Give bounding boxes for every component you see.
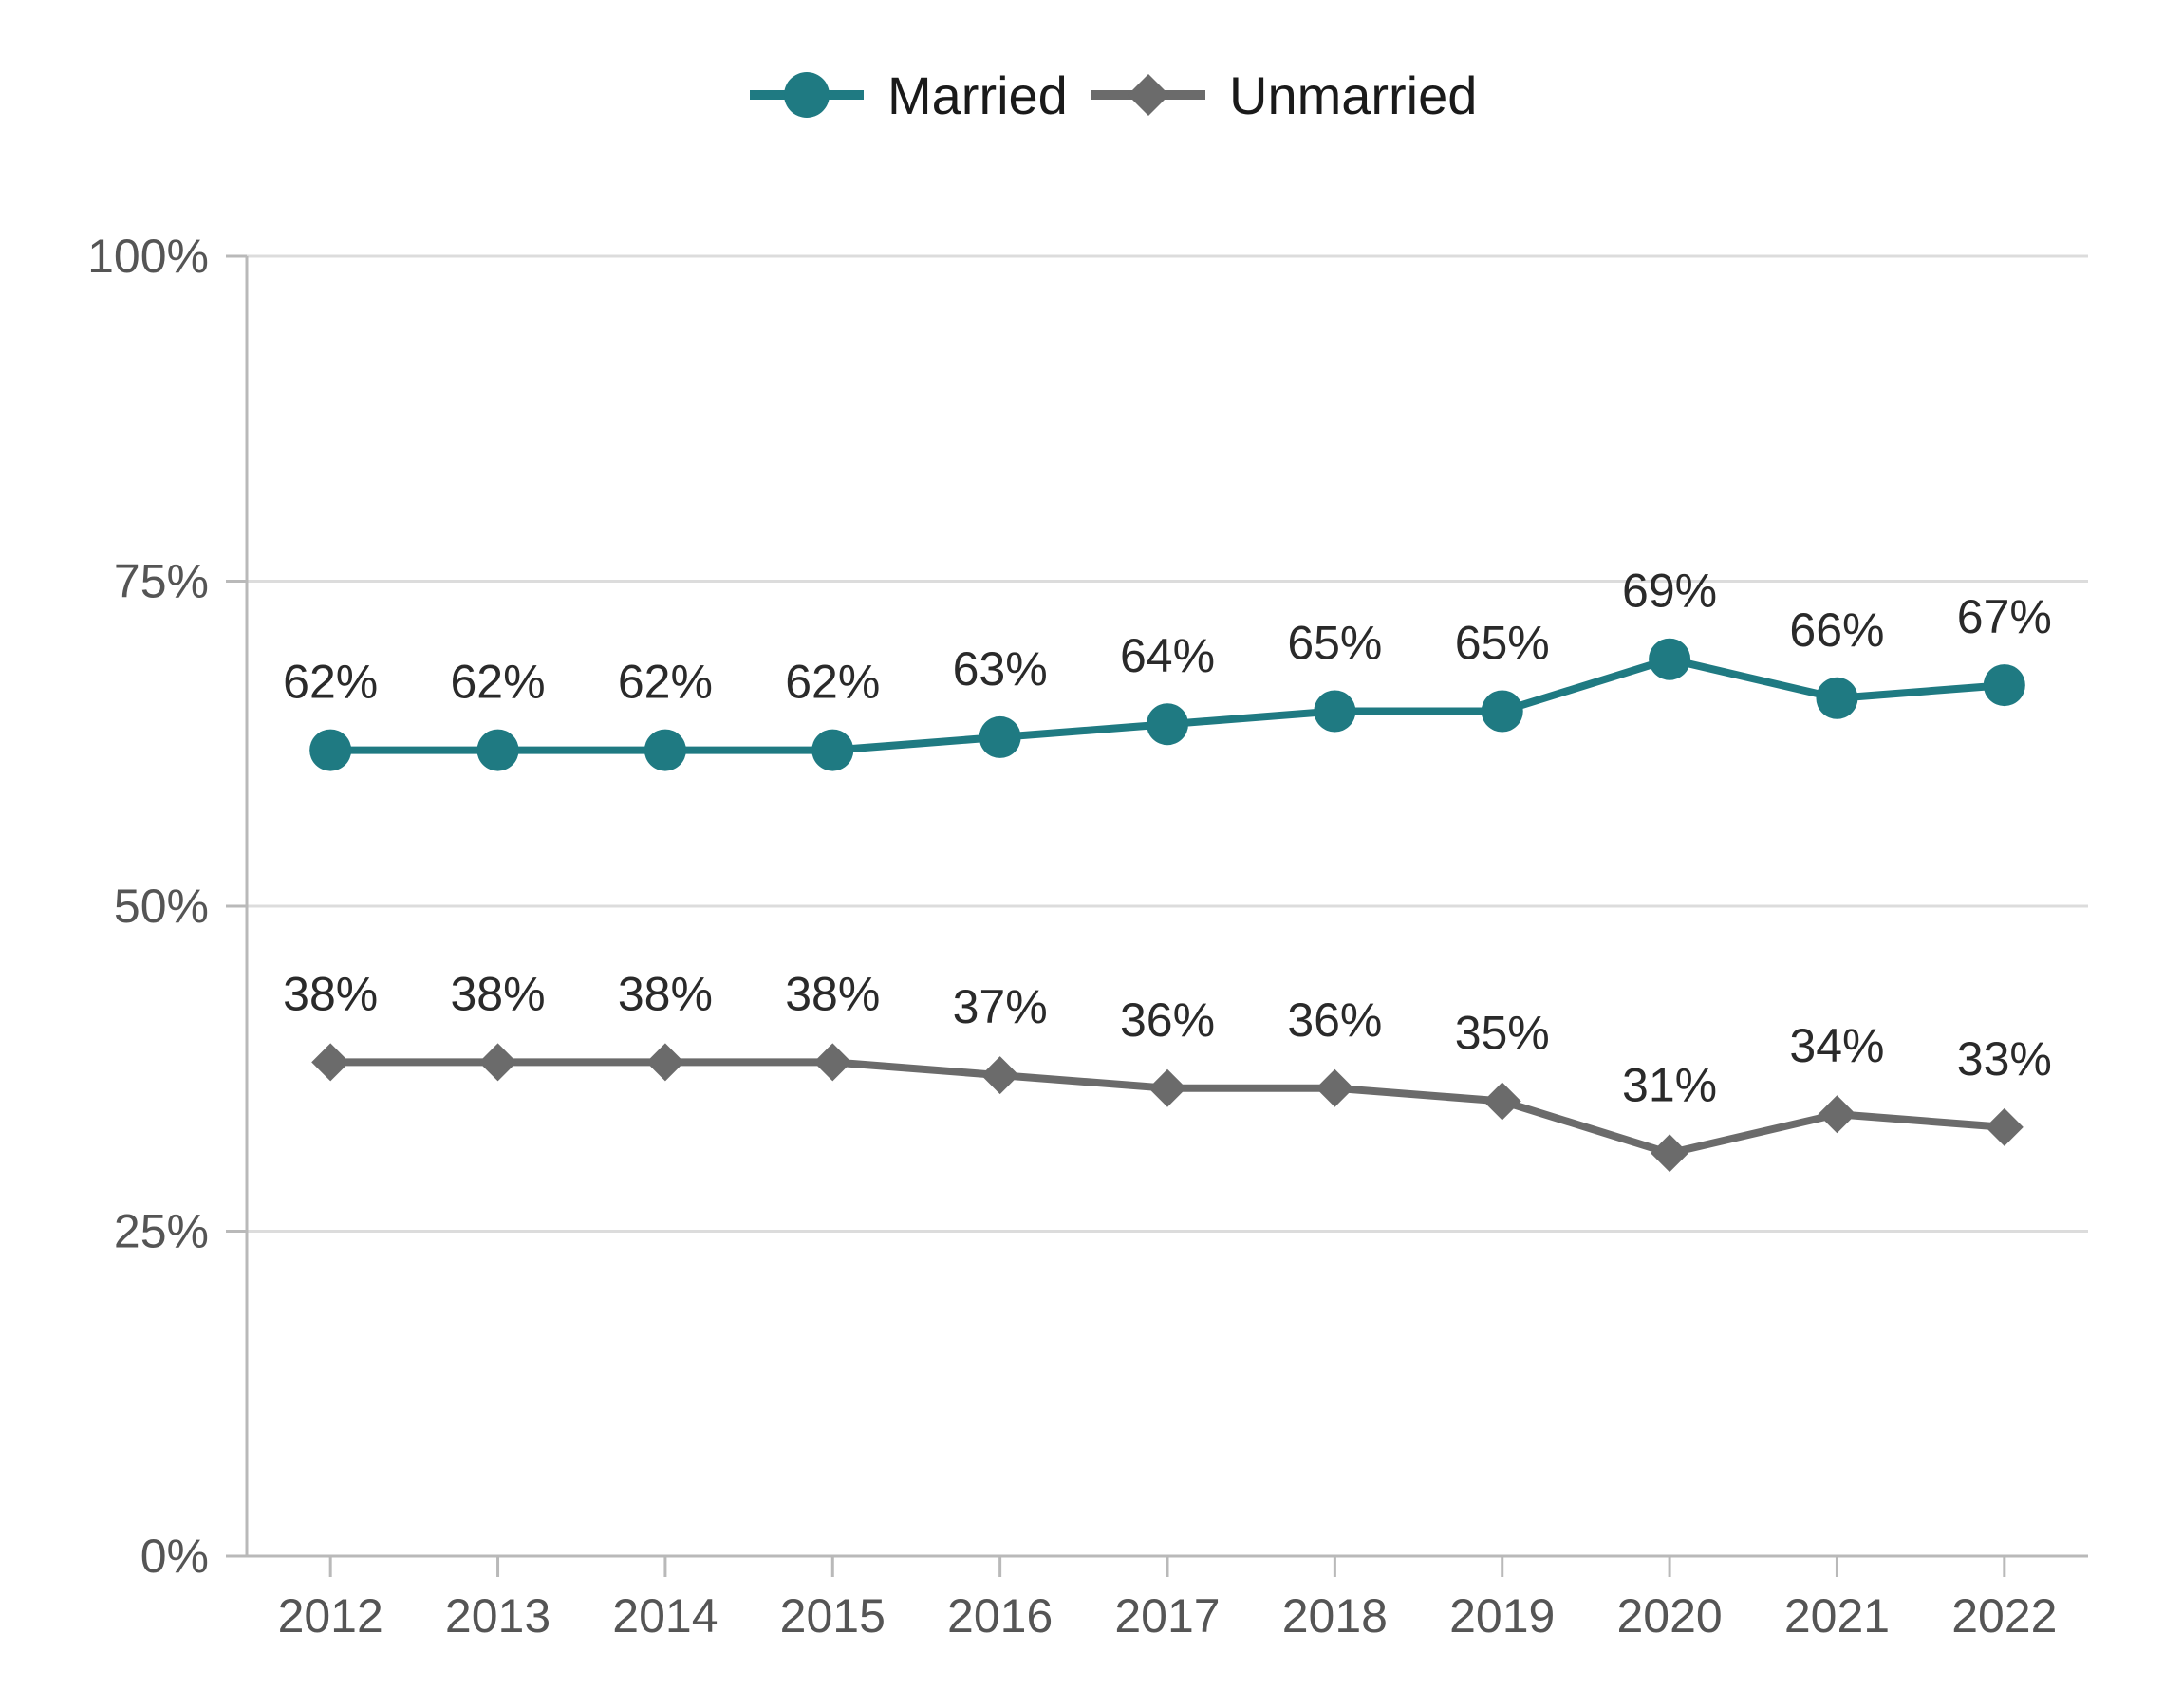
- y-axis-label: 25%: [114, 1205, 209, 1258]
- x-axis-label: 2020: [1616, 1589, 1722, 1643]
- series-married: 62% 62% 62% 62% 63% 64% 65% 65% 69% 66% 67%: [283, 565, 2052, 771]
- series-married-label: 64%: [1120, 629, 1215, 682]
- series-unmarried-marker: [1818, 1095, 1856, 1133]
- series-married-label: 63%: [953, 642, 1048, 696]
- series-unmarried-label: 31%: [1622, 1058, 1717, 1111]
- series-unmarried-marker: [1483, 1083, 1521, 1121]
- y-axis-label: 100%: [87, 230, 209, 283]
- series-unmarried-marker: [1986, 1108, 2024, 1146]
- legend-unmarried-marker: [1128, 74, 1169, 116]
- series-unmarried-label: 38%: [785, 967, 880, 1020]
- series-unmarried: 38% 38% 38% 38% 37% 36% 36% 35% 31% 34% 33%: [283, 967, 2052, 1172]
- series-unmarried-label: 33%: [1957, 1032, 2052, 1086]
- series-married-marker: [1147, 703, 1188, 745]
- series-unmarried-marker: [646, 1043, 684, 1081]
- x-axis-label: 2017: [1114, 1589, 1220, 1643]
- series-unmarried-marker: [479, 1043, 517, 1081]
- x-axis-label: 2014: [612, 1589, 718, 1643]
- series-married-label: 65%: [1287, 617, 1382, 670]
- x-axis-label: 2013: [445, 1589, 550, 1643]
- series-married-marker: [979, 716, 1021, 758]
- legend-unmarried-label: Unmarried: [1229, 65, 1477, 125]
- x-axis-label: 2022: [1951, 1589, 2057, 1643]
- legend-married-marker: [784, 72, 830, 118]
- series-unmarried-label: 35%: [1455, 1007, 1550, 1060]
- series-unmarried-label: 37%: [953, 980, 1048, 1033]
- series-unmarried-marker: [311, 1043, 349, 1081]
- series-unmarried-label: 38%: [618, 967, 713, 1020]
- series-married-marker: [1816, 678, 1857, 719]
- series-married-marker: [1984, 664, 2025, 706]
- series-married-marker: [1649, 639, 1690, 680]
- series-married-label: 62%: [283, 656, 378, 709]
- series-unmarried-marker: [1315, 1069, 1353, 1107]
- y-axis-label: 0%: [140, 1530, 209, 1583]
- series-unmarried-marker: [981, 1056, 1019, 1094]
- series-unmarried-label: 38%: [451, 967, 546, 1020]
- series-unmarried-label: 36%: [1287, 993, 1382, 1047]
- x-axis-label: 2015: [780, 1589, 886, 1643]
- series-married-label: 69%: [1622, 565, 1717, 618]
- series-unmarried-marker: [1651, 1134, 1688, 1172]
- x-axis-label: 2021: [1784, 1589, 1890, 1643]
- series-unmarried-label: 36%: [1120, 993, 1215, 1047]
- x-axis-label: 2019: [1449, 1589, 1555, 1643]
- series-married-label: 62%: [451, 656, 546, 709]
- series-married-marker: [812, 730, 853, 771]
- series-married-label: 62%: [618, 656, 713, 709]
- x-axis-label: 2016: [947, 1589, 1053, 1643]
- series-unmarried-marker: [1148, 1069, 1186, 1107]
- x-axis-label: 2018: [1282, 1589, 1388, 1643]
- series-married-marker: [1314, 691, 1355, 733]
- series-married-label: 65%: [1455, 617, 1550, 670]
- series-unmarried-marker: [813, 1043, 851, 1081]
- series-married-label: 62%: [785, 656, 880, 709]
- series-married-marker: [1482, 691, 1523, 733]
- series-married-marker: [309, 730, 351, 771]
- series-married-marker: [477, 730, 519, 771]
- line-chart: 0% 25% 50% 75% 100% 2012 2013 2014 2015 2016 2017 2…: [0, 0, 2164, 1708]
- legend: Married Unmarried: [750, 65, 1477, 125]
- legend-married-label: Married: [887, 65, 1068, 125]
- x-axis-label: 2012: [278, 1589, 383, 1643]
- series-unmarried-label: 34%: [1789, 1019, 1884, 1072]
- series-married-label: 66%: [1789, 603, 1884, 657]
- y-axis-label: 50%: [114, 880, 209, 933]
- y-axis-label: 75%: [114, 555, 209, 608]
- series-married-marker: [644, 730, 686, 771]
- series-married-label: 67%: [1957, 590, 2052, 643]
- series-unmarried-label: 38%: [283, 967, 378, 1020]
